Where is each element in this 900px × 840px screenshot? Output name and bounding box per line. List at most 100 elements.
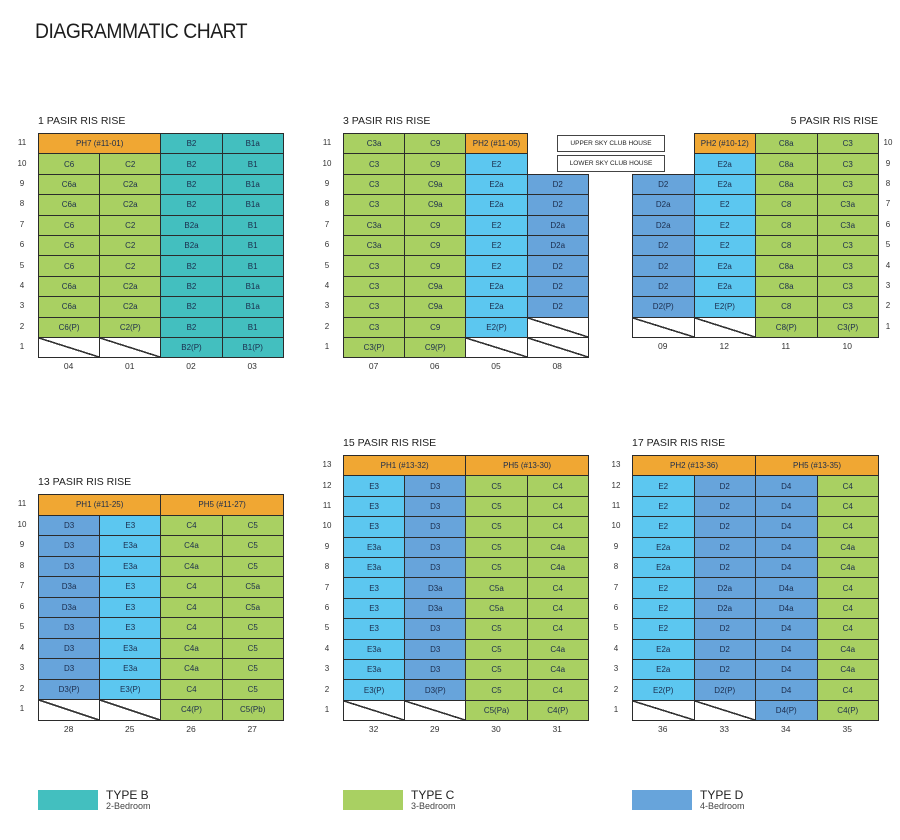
unit-cell: C5 <box>465 495 528 518</box>
unit-cell: C4 <box>526 475 589 497</box>
floor-label: 3 <box>324 664 330 674</box>
floor-label: 2 <box>613 684 619 694</box>
penthouse-cell: PH5 (#11-27) <box>160 494 284 516</box>
stack-label: 10 <box>842 341 852 351</box>
unit-cell: E3 <box>99 576 162 598</box>
unit-cell: B2a <box>160 214 223 236</box>
unit-cell: C4a <box>816 638 879 660</box>
penthouse-cell: PH2 (#10-12) <box>693 133 756 155</box>
unit-cell: D3 <box>38 555 101 577</box>
floor-label: 11 <box>611 501 621 510</box>
unit-cell: E2a <box>693 153 756 175</box>
unit-cell: C8 <box>755 214 818 236</box>
floor-label: 1 <box>613 705 619 714</box>
unit-cell: C8a <box>755 173 818 196</box>
stack-label: 25 <box>125 723 135 734</box>
unit-cell: D2 <box>693 557 756 579</box>
floor-label: 10 <box>883 138 893 148</box>
stack-label: 09 <box>658 341 668 351</box>
block-title: 5 PASIR RIS RISE <box>790 115 878 127</box>
unit-cell: C6 <box>38 255 101 277</box>
floor-label: 12 <box>611 480 621 490</box>
unit-cell: B2 <box>160 153 223 175</box>
unit-cell: E2 <box>632 618 695 640</box>
unit-cell: D3(P) <box>404 679 467 701</box>
unit-cell: E2a <box>632 536 695 558</box>
unit-cell-empty <box>343 699 406 722</box>
unit-cell: C5 <box>221 555 284 577</box>
unit-cell: D2 <box>693 618 756 640</box>
unit-cell: B2 <box>160 173 223 196</box>
stack-label: 30 <box>491 724 501 735</box>
unit-cell: D2 <box>632 173 695 196</box>
floor-label: 6 <box>19 240 25 250</box>
floor-label: 11 <box>322 501 332 510</box>
unit-cell: C5 <box>465 638 528 660</box>
unit-cell: D3 <box>38 617 101 639</box>
unit-cell: D4 <box>755 557 818 579</box>
unit-cell: C4 <box>160 576 223 598</box>
floor-label: 7 <box>324 582 330 592</box>
unit-cell: E2a <box>632 659 695 681</box>
unit-cell: C4a <box>160 658 223 680</box>
unit-cell: C4(P) <box>816 699 879 722</box>
unit-cell: C4 <box>816 495 879 518</box>
unit-cell: E3a <box>99 658 162 680</box>
unit-cell: C4 <box>816 597 879 620</box>
unit-cell-empty <box>526 316 589 338</box>
unit-cell: C4a <box>160 535 223 557</box>
legend-bedrooms: 4-Bedroom <box>700 801 745 811</box>
floor-label: 10 <box>17 519 27 529</box>
unit-cell: C2 <box>99 214 162 236</box>
unit-cell: D2 <box>526 255 589 277</box>
unit-cell: B1a <box>221 296 284 318</box>
block-title: 15 PASIR RIS RISE <box>343 437 437 449</box>
unit-cell: E3(P) <box>343 679 406 701</box>
unit-cell: C5 <box>221 637 284 659</box>
stack-label: 08 <box>552 361 562 372</box>
floor-label: 2 <box>885 301 891 311</box>
unit-cell: D2 <box>693 536 756 558</box>
unit-cell: C4a <box>526 536 589 558</box>
unit-cell: C4 <box>816 516 879 538</box>
unit-cell: C5 <box>465 679 528 701</box>
unit-cell: E3a <box>343 557 406 579</box>
unit-cell: C8 <box>755 194 818 216</box>
stack-label: 34 <box>781 724 791 735</box>
unit-cell: B2 <box>160 316 223 338</box>
floor-label: 6 <box>613 603 619 612</box>
unit-cell: C4a <box>160 555 223 577</box>
unit-cell: B1 <box>221 255 284 277</box>
unit-cell: D4 <box>755 536 818 558</box>
unit-cell: E2 <box>465 214 528 236</box>
unit-cell: C2a <box>99 275 162 298</box>
floor-label: 6 <box>885 219 891 229</box>
unit-cell: C4a <box>526 659 589 681</box>
unit-cell: E2 <box>632 475 695 497</box>
unit-cell: C3 <box>343 275 406 298</box>
floor-label: 5 <box>885 240 891 250</box>
unit-cell: D3 <box>404 475 467 497</box>
unit-cell: B2a <box>160 235 223 257</box>
floor-label: 9 <box>885 158 891 168</box>
stack-label: 32 <box>368 724 379 735</box>
floor-label: 9 <box>613 541 619 551</box>
unit-cell: E2 <box>632 577 695 599</box>
penthouse-cell: PH1 (#13-32) <box>343 455 467 477</box>
floor-label: 9 <box>19 540 25 550</box>
unit-cell: C8 <box>755 296 818 318</box>
unit-cell: B2 <box>160 275 223 298</box>
unit-cell: D2 <box>526 173 589 196</box>
legend-type: TYPE D <box>700 788 744 802</box>
unit-cell: C2a <box>99 194 162 216</box>
unit-cell: E3a <box>99 637 162 659</box>
floor-label: 3 <box>324 301 330 311</box>
stack-label: 27 <box>247 723 257 734</box>
lower-sky-club-house: LOWER SKY CLUB HOUSE <box>557 155 665 172</box>
floor-label: 10 <box>322 521 332 531</box>
unit-cell: C4a <box>526 638 589 660</box>
unit-cell: D4 <box>755 638 818 660</box>
unit-cell: D2 <box>632 255 695 277</box>
stack-label: 01 <box>125 361 135 372</box>
unit-cell: C4 <box>160 596 223 618</box>
